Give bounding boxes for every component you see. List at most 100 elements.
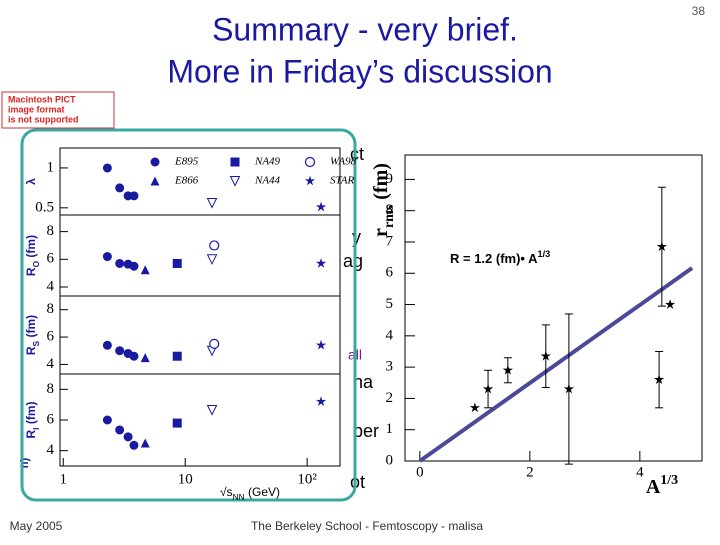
point [482,383,494,394]
point [140,265,150,275]
axis-label: √sNN (GeV) [220,485,280,502]
legend-marker [150,176,160,186]
text-fragment: ag [343,251,363,271]
text-fragment: per [353,421,379,441]
axis-label: Rl (fm) [24,402,41,439]
axis-label: A1/3 [646,473,678,498]
label-part: NN [233,492,245,502]
pict-notice: Macintosh PICT image format is not suppo… [1,91,115,129]
legend-marker [229,176,241,187]
label-part: A [646,476,661,498]
text-fragment: ot [350,472,365,492]
y-tick-label: 6 [47,411,55,427]
left-plot-bg [20,140,340,500]
axis-label: rrms (fm) [370,163,397,237]
label-part: R [24,346,38,355]
y-tick-label: 6 [47,251,55,267]
point [115,346,125,356]
legend-label: NA49 [254,156,281,168]
point [206,254,218,265]
label-part: (fm) [24,402,38,428]
text-fragment: na [353,372,374,392]
y-tick-label: 4 [47,356,55,372]
highlight-frame [20,128,357,502]
y-tick-label: 4 [47,278,55,294]
y-tick-label: 0.5 [35,199,54,215]
label-part: O [31,260,41,267]
y-tick-label: 8 [47,381,55,397]
fit-line [418,266,694,463]
plot-frame [404,154,703,462]
point [123,432,133,442]
point [129,261,139,271]
title-line: More in Friday’s discussion [167,53,552,89]
label-part: l [31,428,41,430]
point [206,405,218,416]
point [469,402,480,413]
pict-box [1,91,115,129]
label-part: (fm) [24,315,38,341]
label-part: √s [220,485,233,499]
point [129,440,139,450]
label-part: rms [382,204,397,228]
point [102,415,112,425]
y-tick-label: 8 [47,223,55,239]
point [140,353,150,363]
y-tick-label: 6 [386,265,394,281]
y-tick-label: 4 [47,442,55,458]
y-tick-label: 5 [386,296,394,312]
y-tick-label: 3 [386,359,394,375]
y-tick-label: 8 [47,301,55,317]
point [115,258,125,268]
point [209,338,220,349]
text-fragment: n) [19,457,31,468]
point [563,383,574,394]
point [102,163,112,173]
point [129,191,139,201]
point [315,201,327,212]
point [102,252,112,262]
axis-label: λ [24,178,38,185]
legend-marker [304,175,316,186]
x-tick-label: 0 [416,464,424,480]
axis-label: R = 1.2 (fm)• A1/3 [450,249,550,266]
legend-label: E895 [174,156,199,168]
point [129,351,139,361]
point [115,183,125,193]
point [656,241,667,251]
point [665,299,676,309]
label-part: r [370,228,392,237]
x-tick-label: 1 [60,471,68,487]
point [115,425,125,435]
label-part: (fm) [24,235,38,261]
x-tick-label: 10² [297,471,317,487]
y-tick-label: 9 [386,171,394,187]
point [315,258,327,268]
y-tick-label: 0 [386,452,394,468]
label-part: (fm) [370,163,392,205]
label-part: (GeV) [245,485,280,499]
pict-text: image format [8,104,65,114]
point [206,198,218,209]
legend-marker [150,157,160,167]
plot-frame [59,147,341,467]
footer-text: The Berkeley School - Femtoscopy - malis… [251,519,483,533]
y-tick-label: 6 [47,328,55,344]
y-tick-label: 8 [386,202,394,218]
point [172,351,182,361]
page-number: 38 [692,4,706,18]
legend-label: STAR [330,175,355,187]
legend-label: E866 [174,175,199,187]
point [172,258,182,268]
legend-label: WA98 [330,156,357,168]
y-tick-label: 1 [47,159,55,175]
axis-label: RO (fm) [24,235,41,276]
point [315,339,327,350]
label-part: 1/3 [660,473,678,488]
pict-text: is not supported [8,114,79,124]
label-part: 1/3 [538,249,551,259]
point [654,374,665,384]
label-part: λ [24,178,38,185]
